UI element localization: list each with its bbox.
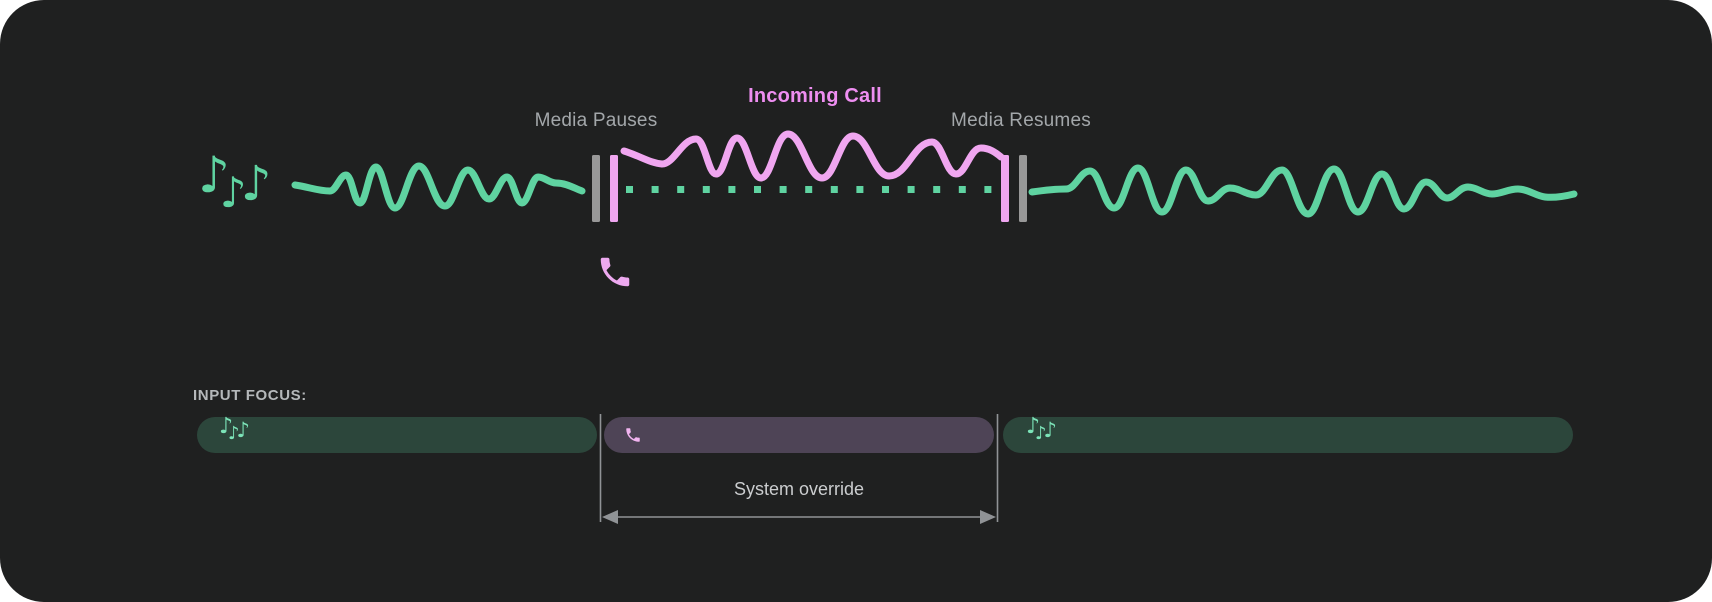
music-note-glyph: ♪ (198, 146, 230, 204)
music-notes-icon: ♪ ♪ ♪ (1026, 413, 1057, 444)
focus-segment-media-after: ♪ ♪ ♪ (1003, 413, 1573, 453)
incoming-call-label: Incoming Call (748, 85, 882, 107)
media-waveform-after (1028, 164, 1578, 218)
call-start-marker (610, 155, 618, 222)
phone-icon (624, 426, 642, 444)
music-note-glyph: ♪ (219, 413, 234, 439)
focus-segment-media-before: ♪ ♪ ♪ (197, 413, 597, 453)
system-override-label: System override (733, 479, 865, 499)
call-end-marker (1001, 155, 1009, 222)
music-note-glyph: ♪ (1043, 417, 1057, 442)
music-note-glyph: ♪ (219, 168, 247, 217)
phone-icon (596, 253, 634, 291)
music-note-glyph: ♪ (1035, 422, 1047, 444)
music-note-glyph: ♪ (228, 422, 240, 444)
focus-segment-call (604, 417, 994, 453)
media-resumes-label: Media Resumes (951, 110, 1091, 131)
media-waveform-before (291, 162, 586, 212)
call-waveform (620, 130, 1005, 182)
music-note-glyph: ♪ (1026, 413, 1041, 439)
override-arrow-right-head (980, 510, 996, 524)
media-resume-marker (1019, 155, 1027, 222)
override-arrow-left-head (602, 510, 618, 524)
music-note-glyph: ♪ (240, 156, 272, 212)
music-notes-icon: ♪ ♪ ♪ (219, 413, 250, 444)
input-focus-label: INPUT FOCUS: (193, 387, 307, 404)
media-pauses-label: Media Pauses (534, 110, 658, 131)
music-notes-icon: ♪ ♪ ♪ (198, 150, 271, 214)
music-note-glyph: ♪ (236, 417, 250, 442)
media-pause-marker (592, 155, 600, 222)
